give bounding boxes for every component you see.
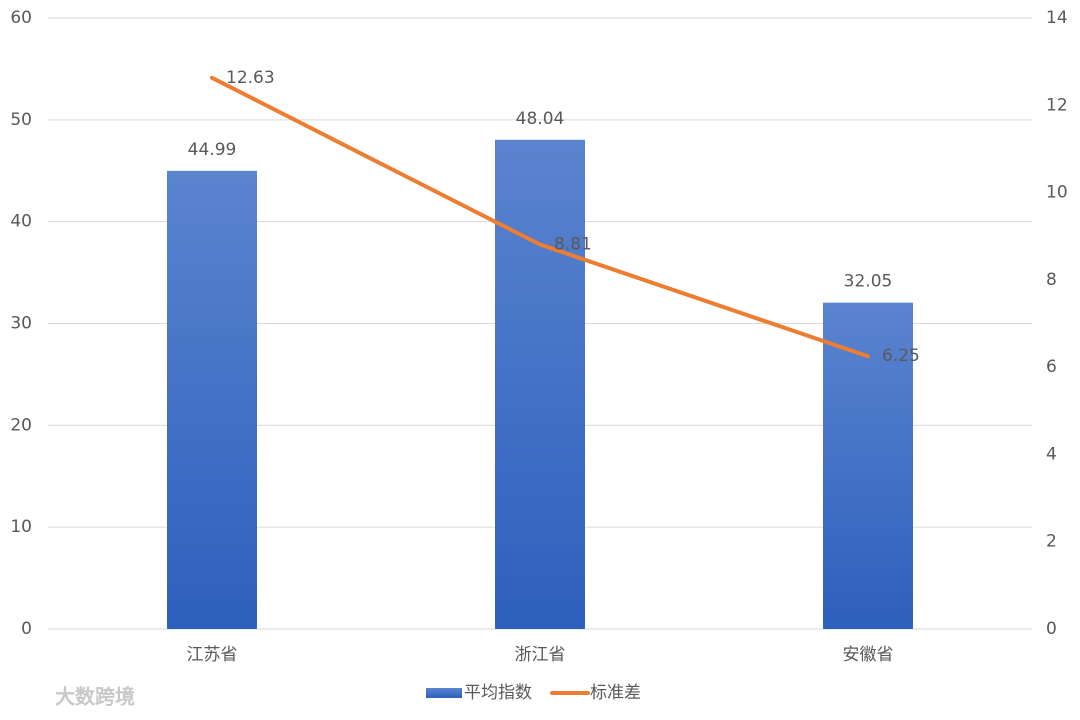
- y2-tick-label: 6: [1046, 357, 1057, 377]
- y-tick-label: 0: [21, 619, 32, 639]
- bar: [167, 170, 257, 629]
- x-tick-label: 江苏省: [187, 645, 238, 665]
- y-tick-label: 50: [10, 110, 32, 130]
- watermark: 大数跨境: [55, 685, 135, 709]
- y-tick-label: 10: [10, 517, 32, 537]
- y2-tick-label: 12: [1046, 95, 1068, 115]
- y2-tick-label: 0: [1046, 619, 1057, 639]
- y-tick-label: 30: [10, 314, 32, 334]
- y-tick-label: 40: [10, 212, 32, 232]
- y2-tick-label: 4: [1046, 444, 1057, 464]
- data-label: 44.99: [188, 140, 237, 160]
- data-label: 8.81: [554, 235, 592, 255]
- line: [210, 75, 870, 359]
- y-tick-label: 60: [10, 8, 32, 28]
- x-tick-label: 安徽省: [843, 645, 894, 665]
- y2-tick-label: 2: [1046, 532, 1057, 552]
- data-label: 32.05: [844, 272, 893, 292]
- data-label: 48.04: [516, 109, 565, 129]
- data-label: 12.63: [226, 68, 275, 88]
- y-tick-label: 20: [10, 415, 32, 435]
- legend-label: 标准差: [590, 683, 641, 703]
- x-tick-label: 浙江省: [515, 645, 566, 665]
- data-label: 6.25: [882, 346, 920, 366]
- y2-tick-label: 10: [1046, 183, 1068, 203]
- legend-label: 平均指数: [464, 683, 532, 703]
- y2-tick-label: 14: [1046, 8, 1068, 28]
- bar: [495, 139, 585, 629]
- y2-tick-label: 8: [1046, 270, 1057, 290]
- legend-swatch: [426, 688, 462, 698]
